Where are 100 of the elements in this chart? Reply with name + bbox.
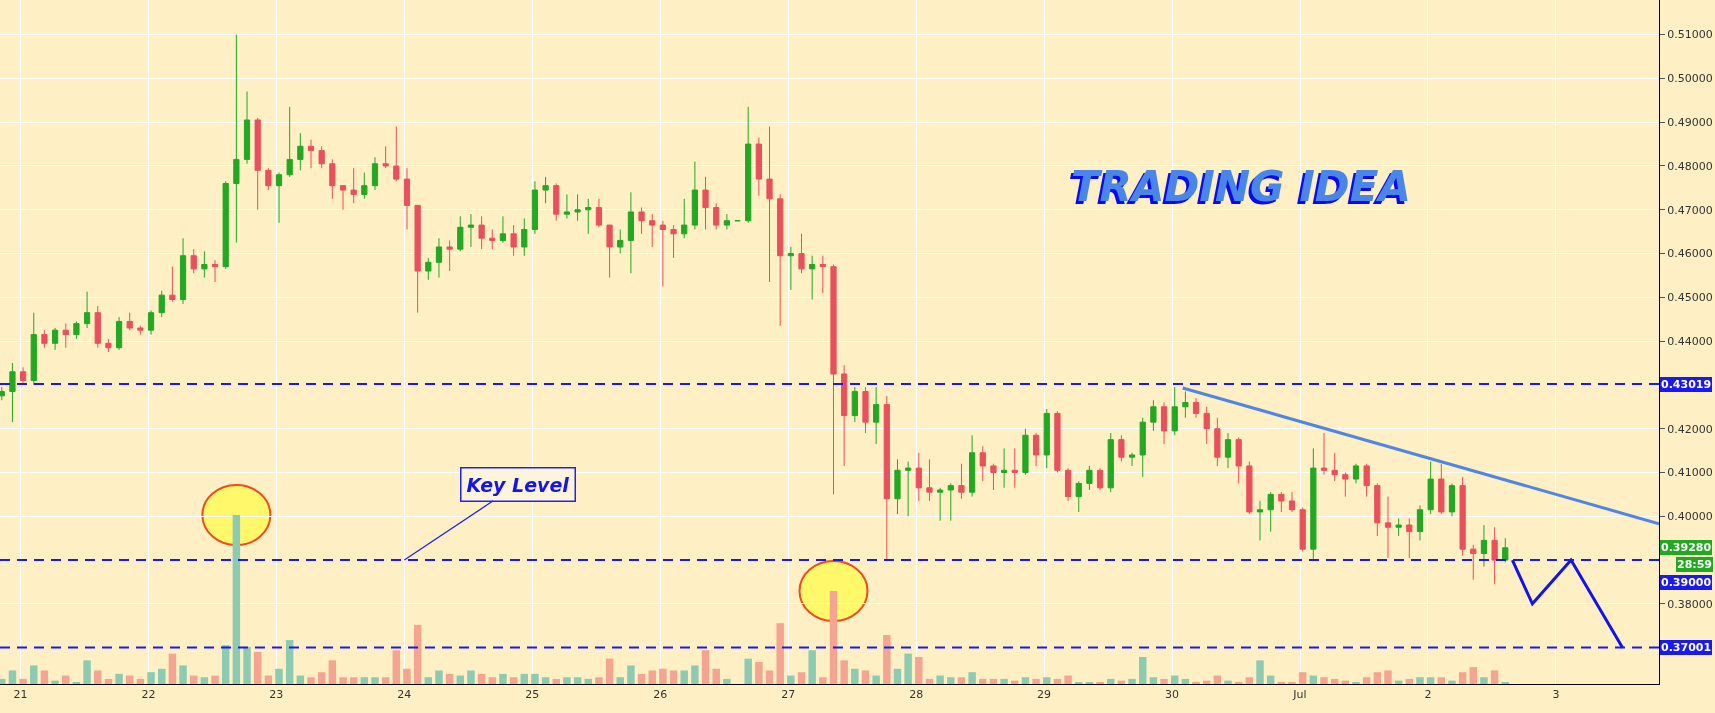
bar: [1032, 678, 1040, 684]
bar: [445, 673, 454, 684]
bar: [371, 677, 379, 684]
bar: [19, 678, 27, 684]
candlestick: [1182, 390, 1189, 419]
candlestick: [862, 386, 869, 434]
candlestick: [553, 182, 560, 222]
bar: [648, 670, 656, 684]
bar: [179, 665, 187, 684]
bar: [1011, 680, 1019, 684]
candlestick: [478, 215, 485, 250]
candlestick: [1363, 463, 1370, 498]
candlestick: [713, 202, 720, 230]
candlestick: [446, 239, 453, 272]
y-tick-label: 0.38000: [1667, 597, 1713, 611]
candlestick: [1032, 432, 1040, 467]
candlestick: [1075, 480, 1082, 513]
candlestick: [1310, 447, 1317, 560]
candlestick: [787, 246, 794, 291]
x-tick-label: 28: [909, 688, 924, 702]
candlestick: [905, 461, 912, 517]
candlestick: [1278, 491, 1285, 513]
text: 28:59: [1677, 558, 1713, 571]
candlestick: [691, 161, 698, 230]
ref-line-label: 0.37001: [1661, 641, 1712, 654]
candlestick: [1096, 467, 1104, 491]
candlestick: [222, 180, 229, 270]
bar: [1000, 678, 1008, 684]
candlestick: [30, 312, 37, 386]
candlestick: [979, 445, 986, 482]
candlestick: [1043, 408, 1050, 469]
candlestick: [638, 207, 645, 235]
bar: [776, 623, 784, 684]
candlestick: [830, 263, 837, 495]
x-tick-label: 3: [1552, 688, 1560, 702]
bar: [477, 673, 486, 684]
candlestick: [617, 228, 624, 255]
bar: [424, 677, 433, 684]
bar: [1107, 678, 1115, 684]
bar: [765, 670, 774, 684]
bar: [851, 668, 859, 684]
candlestick: [1374, 482, 1381, 537]
candlestick: [969, 434, 976, 498]
x-tick-label: 30: [1165, 688, 1180, 702]
candlestick: [649, 213, 656, 248]
bar: [520, 673, 528, 684]
candlestick: [1331, 452, 1338, 482]
candlestick: [1224, 432, 1232, 469]
bar: [488, 677, 497, 684]
bar: [584, 678, 592, 684]
bar: [829, 591, 838, 684]
candlestick: [179, 237, 187, 305]
candlestick: [798, 233, 805, 274]
bar: [360, 677, 369, 684]
bar: [30, 665, 38, 684]
candlestick: [1299, 507, 1306, 552]
y-tick-label: 0.40000: [1667, 510, 1713, 524]
candlestick: [542, 176, 549, 204]
candlestick: [467, 213, 475, 248]
candlestick: [169, 266, 176, 303]
bar: [1224, 680, 1232, 684]
bar: [925, 678, 934, 684]
y-tick-label: 0.47000: [1667, 203, 1713, 217]
candlestick: [73, 320, 80, 340]
bar: [1064, 675, 1072, 684]
bar: [893, 668, 902, 684]
bar: [1469, 667, 1478, 684]
bar: [499, 673, 507, 684]
candlestick: [1267, 491, 1274, 533]
bar: [211, 675, 219, 684]
bar: [435, 670, 443, 684]
bar: [701, 650, 710, 684]
bar: [1298, 672, 1307, 684]
candlestick: [1118, 434, 1125, 463]
bar: [1490, 670, 1499, 684]
candlestick: [393, 126, 400, 182]
candlestick: [574, 193, 581, 222]
bar: [1480, 677, 1488, 684]
bar: [136, 678, 145, 684]
ref-line-label: 0.43019: [1661, 378, 1712, 391]
bar: [1416, 677, 1424, 684]
candlestick: [51, 327, 59, 351]
candlestick: [1502, 537, 1509, 563]
bar: [936, 675, 944, 684]
candlestick: [915, 452, 922, 502]
bar: [1053, 678, 1062, 684]
candlestick: [585, 198, 592, 235]
x-tick-label: 24: [397, 688, 412, 702]
bar: [883, 635, 891, 684]
candlestick: [1054, 410, 1061, 473]
candlestick: [755, 137, 762, 197]
candlestick: [1406, 517, 1413, 559]
candlestick: [1246, 461, 1253, 515]
bar: [1320, 677, 1328, 684]
candlestick: [0, 386, 5, 401]
bar: [595, 677, 603, 684]
candlestick: [9, 362, 16, 423]
candlestick: [1064, 467, 1072, 502]
bar: [403, 668, 411, 684]
candlestick: [1150, 399, 1157, 432]
